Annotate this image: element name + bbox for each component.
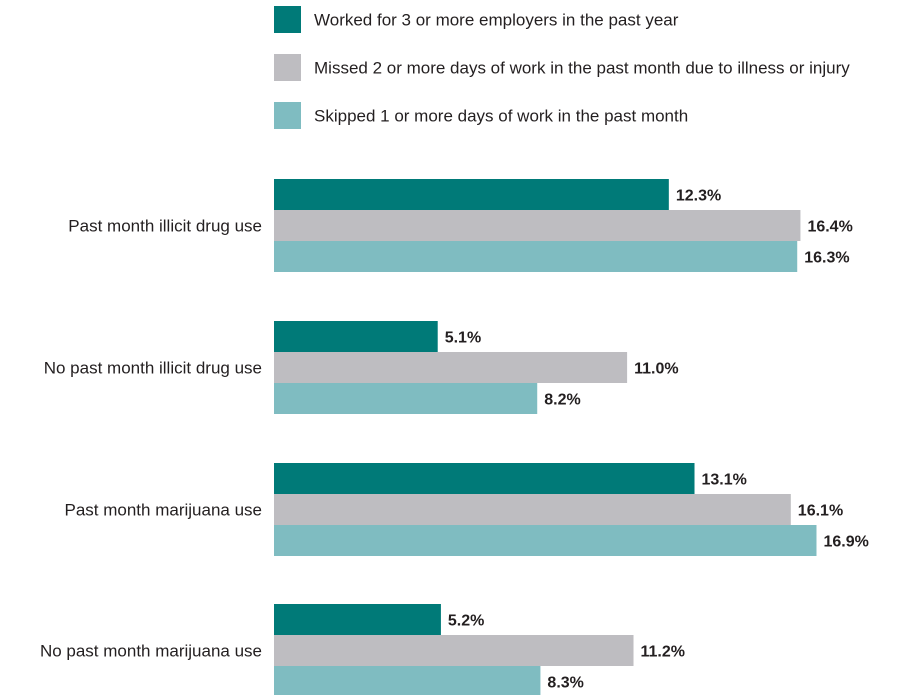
bars: [274, 179, 817, 695]
value-label: 8.2%: [544, 392, 580, 409]
legend-swatch: [274, 6, 301, 33]
legend-swatch: [274, 102, 301, 129]
value-label: 16.4%: [807, 219, 852, 236]
value-label: 11.2%: [641, 644, 685, 661]
legend: Worked for 3 or more employers in the pa…: [274, 6, 850, 129]
legend-label: Worked for 3 or more employers in the pa…: [314, 11, 679, 30]
bar: [274, 210, 801, 241]
value-label: 8.3%: [547, 675, 583, 692]
value-label: 12.3%: [676, 188, 721, 205]
category-axis-labels: Past month illicit drug use No past month…: [40, 217, 262, 661]
value-label: 16.3%: [804, 250, 849, 267]
bar: [274, 352, 628, 383]
bar: [274, 321, 438, 352]
category-label: Past month marijuana use: [65, 501, 263, 520]
value-labels: 12.3% 16.4% 16.3% 5.1% 11.0% 8.2% 13.1% 16.1% 16…: [445, 188, 869, 692]
value-label: 16.1%: [798, 503, 843, 520]
bar: [274, 604, 441, 635]
legend-swatch: [274, 54, 301, 81]
bar: [274, 179, 669, 210]
value-label: 13.1%: [702, 472, 747, 489]
bar: [274, 525, 817, 556]
bar: [274, 635, 634, 666]
category-label: No past month marijuana use: [40, 642, 262, 661]
value-label: 16.9%: [823, 534, 868, 551]
bar: [274, 241, 798, 272]
category-label: Past month illicit drug use: [68, 217, 262, 236]
legend-label: Skipped 1 or more days of work in the pa…: [314, 107, 688, 126]
legend-label: Missed 2 or more days of work in the pas…: [314, 59, 850, 78]
bar: [274, 463, 695, 494]
category-label: No past month illicit drug use: [44, 359, 262, 378]
value-label: 11.0%: [634, 361, 678, 378]
bar: [274, 383, 538, 414]
value-label: 5.2%: [448, 613, 484, 630]
value-label: 5.1%: [445, 330, 481, 347]
bar: [274, 666, 541, 695]
bar: [274, 494, 791, 525]
